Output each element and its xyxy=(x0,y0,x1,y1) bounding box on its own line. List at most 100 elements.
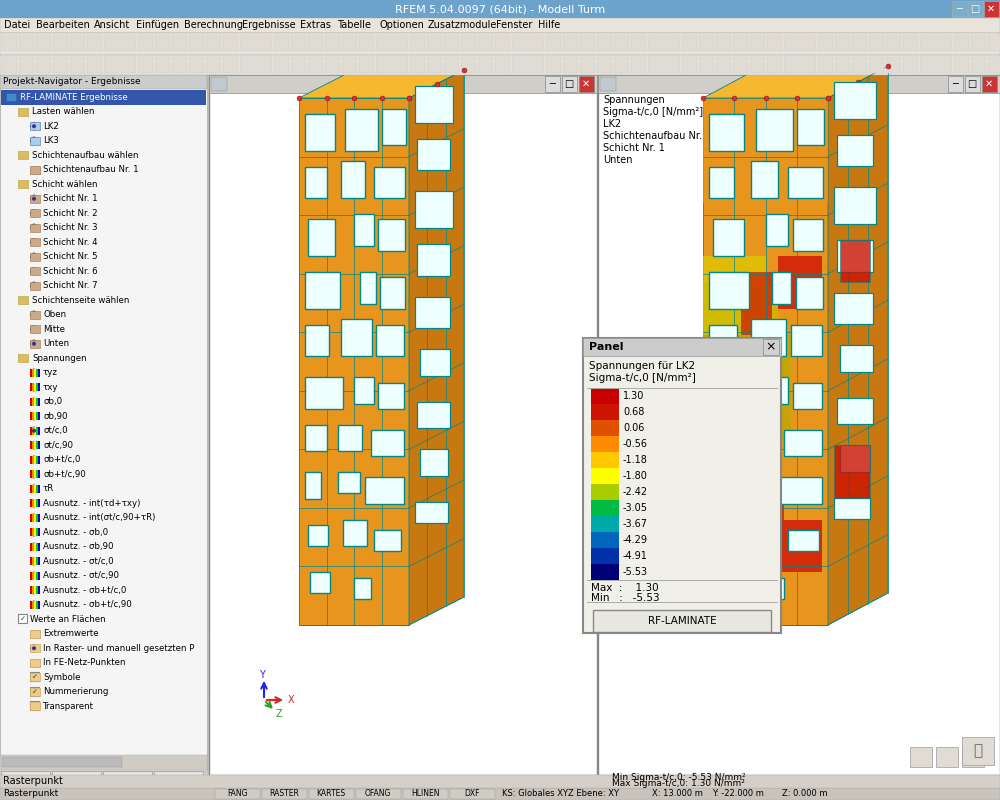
Bar xyxy=(34,412,36,420)
Bar xyxy=(546,35,561,51)
Bar xyxy=(965,76,980,92)
Bar xyxy=(274,35,289,51)
Bar xyxy=(209,75,597,93)
Bar xyxy=(223,35,238,51)
Bar xyxy=(703,467,753,520)
Bar xyxy=(0,770,207,788)
Bar xyxy=(886,57,901,73)
Bar xyxy=(682,57,697,73)
Bar xyxy=(529,57,544,73)
Bar xyxy=(478,35,493,51)
Bar xyxy=(740,272,772,335)
Text: -4.29: -4.29 xyxy=(623,535,648,545)
Bar xyxy=(30,137,40,145)
Bar xyxy=(778,520,822,572)
Text: X: 13.000 m: X: 13.000 m xyxy=(652,790,703,798)
Bar xyxy=(30,686,39,695)
Bar xyxy=(648,57,663,73)
Bar xyxy=(36,441,38,449)
Bar xyxy=(310,572,330,594)
Bar xyxy=(920,57,935,73)
Polygon shape xyxy=(840,446,870,472)
Text: Daten: Daten xyxy=(12,774,38,783)
Text: Y: Y xyxy=(259,670,265,680)
Text: Min Sigma-t/c,0: -5.53 N/mm²: Min Sigma-t/c,0: -5.53 N/mm² xyxy=(612,774,746,782)
Text: Ansicht: Ansicht xyxy=(94,20,130,30)
Bar xyxy=(240,35,255,51)
Bar xyxy=(393,57,408,73)
Bar xyxy=(910,747,932,767)
Bar xyxy=(53,35,68,51)
Bar xyxy=(699,35,714,51)
Bar xyxy=(36,586,38,594)
Text: Schicht Nr. 6: Schicht Nr. 6 xyxy=(43,266,98,276)
Text: DXF: DXF xyxy=(464,790,480,798)
Text: Spannungen: Spannungen xyxy=(603,95,665,105)
Text: ─: ─ xyxy=(952,79,958,89)
Circle shape xyxy=(30,543,38,550)
Bar xyxy=(529,35,544,51)
Bar xyxy=(920,35,935,51)
Bar xyxy=(36,499,38,507)
Text: Ergeb...: Ergeb... xyxy=(162,774,194,783)
Bar xyxy=(34,441,36,449)
Bar xyxy=(36,514,38,522)
Text: -1.80: -1.80 xyxy=(623,471,648,481)
Circle shape xyxy=(32,197,36,201)
Bar xyxy=(36,485,38,493)
Bar xyxy=(591,484,619,500)
Bar xyxy=(172,35,187,51)
Bar xyxy=(766,378,788,404)
Text: Min   :   -5.53: Min : -5.53 xyxy=(591,593,660,603)
Text: Transparent: Transparent xyxy=(43,702,94,710)
Text: Extras: Extras xyxy=(300,20,331,30)
Text: ⌕: ⌕ xyxy=(973,743,983,758)
Bar xyxy=(104,57,119,73)
Polygon shape xyxy=(420,350,450,376)
Bar xyxy=(18,296,28,304)
Bar xyxy=(495,57,510,73)
Bar xyxy=(444,35,459,51)
Circle shape xyxy=(30,558,38,565)
Bar xyxy=(18,107,28,115)
Bar xyxy=(903,35,918,51)
Bar xyxy=(545,76,560,92)
Text: ✕: ✕ xyxy=(582,79,590,89)
Text: 1.30: 1.30 xyxy=(623,391,644,401)
Bar xyxy=(38,528,40,536)
Bar xyxy=(32,441,34,449)
Bar xyxy=(34,485,36,493)
Bar xyxy=(665,57,680,73)
Circle shape xyxy=(30,470,38,478)
Bar xyxy=(32,455,34,463)
Bar xyxy=(38,383,40,391)
Bar xyxy=(410,35,425,51)
Bar xyxy=(34,383,36,391)
Text: Modell Turm*: Modell Turm* xyxy=(366,79,440,89)
Bar xyxy=(988,57,1000,73)
Bar xyxy=(376,35,391,51)
Polygon shape xyxy=(420,450,448,476)
Bar xyxy=(308,35,323,51)
Polygon shape xyxy=(828,66,888,625)
Circle shape xyxy=(30,586,38,594)
Bar xyxy=(304,378,343,409)
Bar xyxy=(591,564,619,580)
Bar xyxy=(36,455,38,463)
Bar xyxy=(30,658,40,666)
Bar xyxy=(410,57,425,73)
Text: LK2: LK2 xyxy=(603,119,621,129)
Bar xyxy=(30,601,32,609)
Bar xyxy=(962,737,994,765)
Bar xyxy=(34,369,36,377)
Bar xyxy=(291,57,306,73)
Bar xyxy=(380,277,405,309)
Text: σb,0: σb,0 xyxy=(43,398,62,406)
Bar xyxy=(155,57,170,73)
Circle shape xyxy=(30,122,38,130)
Bar xyxy=(30,122,40,130)
Bar xyxy=(30,209,40,217)
Bar xyxy=(750,57,765,73)
Circle shape xyxy=(30,311,38,318)
Bar xyxy=(614,57,629,73)
